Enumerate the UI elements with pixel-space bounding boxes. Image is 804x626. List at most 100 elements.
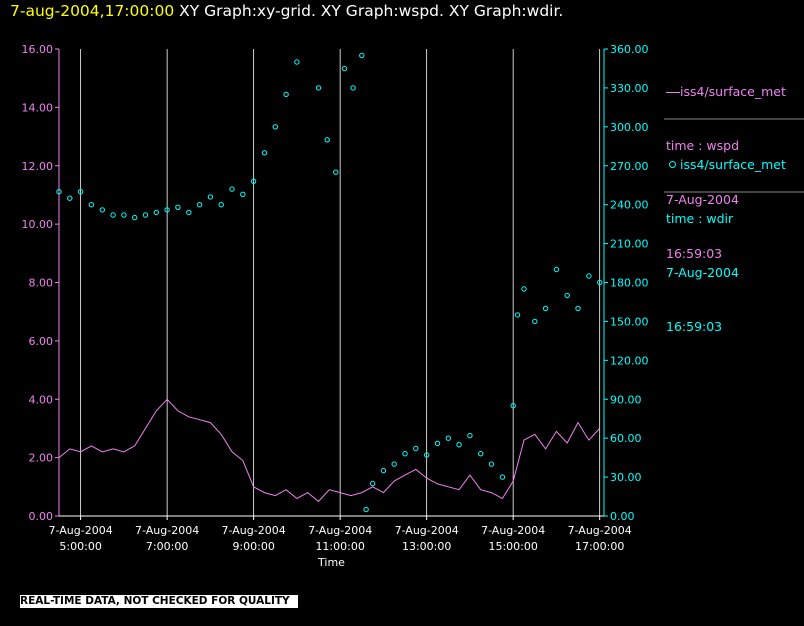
- wdir-point: [315, 85, 322, 91]
- left-tick-label: 12.00: [22, 160, 54, 173]
- right-tick-label: 0.00: [610, 510, 635, 523]
- wdir-point: [207, 194, 214, 200]
- legend-wdir-time: 16:59:03: [666, 319, 723, 334]
- wdir-point: [240, 191, 246, 198]
- wdir-point: [56, 189, 62, 195]
- wdir-point: [229, 186, 235, 192]
- legend-wspd-field: time : wspd: [666, 138, 740, 153]
- x-tick-date-label: 7-Aug-2004: [308, 524, 372, 537]
- wdir-point: [369, 480, 376, 487]
- wdir-point: [294, 59, 300, 65]
- x-tick-time-label: 9:00:00: [232, 540, 274, 553]
- left-tick-label: 4.00: [29, 393, 54, 406]
- x-axis-title: Time: [317, 556, 345, 569]
- wdir-point: [142, 212, 149, 218]
- legend-wdir-source: iss4/surface_met: [680, 157, 786, 172]
- wdir-point: [88, 202, 95, 208]
- wdir-point: [478, 451, 484, 457]
- wdir-point: [575, 305, 581, 312]
- wdir-point: [564, 292, 570, 299]
- legend-wspd-source: iss4/surface_met: [680, 84, 786, 99]
- wdir-point: [402, 451, 408, 457]
- legend-entry-wspd: iss4/surface_met time : wspd 7-Aug-2004 …: [666, 47, 786, 281]
- wdir-point: [445, 435, 451, 441]
- wdir-point: [363, 506, 369, 513]
- wdir-point: [521, 286, 527, 292]
- x-tick-time-label: 11:00:00: [315, 540, 364, 553]
- wdir-point: [341, 65, 348, 72]
- wdir-point: [324, 137, 330, 143]
- x-tick-date-label: 7-Aug-2004: [481, 524, 545, 537]
- wdir-point: [597, 279, 603, 286]
- x-tick-time-label: 5:00:00: [59, 540, 101, 553]
- right-tick-label: 210.00: [610, 238, 649, 251]
- wdir-point: [359, 52, 365, 59]
- wdir-point: [510, 403, 516, 409]
- legend-wspd-time: 16:59:03: [666, 246, 723, 261]
- right-tick-label: 300.00: [610, 121, 649, 134]
- wdir-point: [218, 202, 224, 208]
- wdir-point: [283, 91, 289, 98]
- wdir-point: [350, 85, 356, 91]
- wdir-point: [499, 474, 506, 480]
- wdir-point: [514, 312, 521, 318]
- right-tick-label: 150.00: [610, 315, 649, 328]
- wdir-point: [121, 212, 127, 218]
- left-tick-label: 6.00: [29, 335, 54, 348]
- wdir-point: [586, 273, 592, 279]
- legend-line-marker: [666, 92, 680, 93]
- x-tick-time-label: 13:00:00: [402, 540, 451, 553]
- right-tick-label: 180.00: [610, 277, 649, 290]
- wdir-point: [153, 209, 160, 216]
- wdir-point: [434, 440, 441, 447]
- x-tick-date-label: 7-Aug-2004: [135, 524, 199, 537]
- right-tick-label: 360.00: [610, 43, 649, 56]
- wdir-point: [542, 305, 549, 312]
- left-tick-label: 0.00: [29, 510, 54, 523]
- wdir-point: [380, 467, 387, 474]
- wdir-point: [132, 214, 138, 221]
- wdir-point: [532, 318, 538, 325]
- legend-wdir-date: 7-Aug-2004: [666, 265, 739, 280]
- legend-circle-marker: [669, 161, 676, 168]
- right-tick-label: 330.00: [610, 82, 649, 95]
- wdir-point: [99, 207, 106, 213]
- header-timestamp: 7-aug-2004,17:00:00: [10, 2, 175, 20]
- x-tick-date-label: 7-Aug-2004: [395, 524, 459, 537]
- right-tick-label: 240.00: [610, 199, 649, 212]
- wdir-point: [488, 461, 495, 467]
- legend-wdir-field: time : wdir: [666, 211, 734, 226]
- wdir-point: [333, 169, 339, 175]
- wdir-point: [186, 209, 192, 216]
- right-tick-label: 120.00: [610, 354, 649, 367]
- x-tick-date-label: 7-Aug-2004: [568, 524, 632, 537]
- wdir-point: [164, 207, 170, 213]
- left-tick-label: 2.00: [29, 452, 54, 465]
- left-tick-label: 16.00: [22, 43, 54, 56]
- wdir-point: [110, 212, 116, 218]
- quality-disclaimer: REAL-TIME DATA, NOT CHECKED FOR QUALITY: [20, 595, 298, 608]
- left-tick-label: 14.00: [22, 101, 54, 114]
- right-tick-label: 90.00: [610, 393, 642, 406]
- right-tick-label: 270.00: [610, 160, 649, 173]
- x-tick-time-label: 17:00:00: [575, 540, 624, 553]
- wdir-point: [261, 150, 268, 156]
- wdir-point: [391, 461, 397, 467]
- x-tick-time-label: 15:00:00: [488, 540, 537, 553]
- wdir-point: [424, 452, 430, 458]
- x-tick-date-label: 7-Aug-2004: [222, 524, 286, 537]
- wdir-point: [553, 266, 560, 273]
- wdir-point: [272, 124, 278, 130]
- wdir-point: [196, 202, 203, 208]
- legend-entry-wdir: iss4/surface_met time : wdir 7-Aug-2004 …: [666, 120, 786, 354]
- x-tick-date-label: 7-Aug-2004: [49, 524, 113, 537]
- wdir-point: [77, 189, 84, 195]
- wdir-point: [250, 178, 257, 185]
- header-graph-list: XY Graph:xy-grid. XY Graph:wspd. XY Grap…: [179, 2, 564, 20]
- wdir-point: [456, 442, 462, 448]
- wdir-point: [467, 432, 473, 439]
- x-tick-time-label: 7:00:00: [146, 540, 188, 553]
- legend-wspd-date: 7-Aug-2004: [666, 192, 739, 207]
- right-tick-label: 30.00: [610, 471, 642, 484]
